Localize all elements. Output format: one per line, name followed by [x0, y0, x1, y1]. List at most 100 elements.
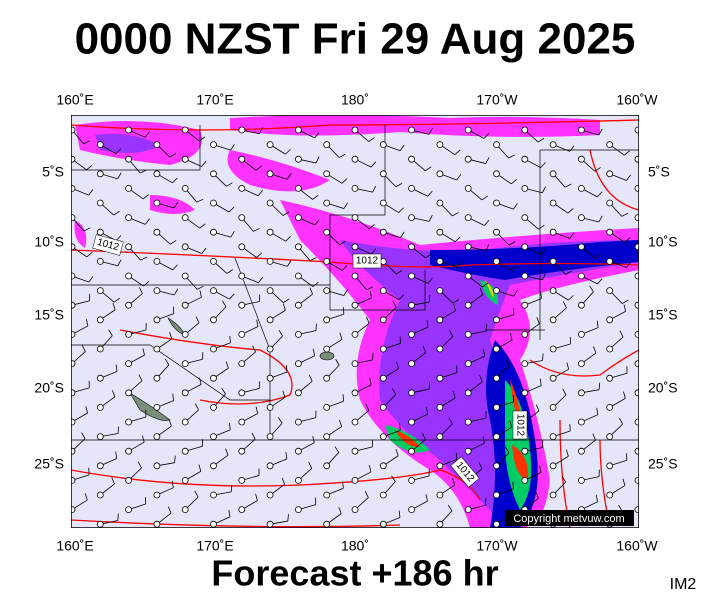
barb-feather	[396, 269, 403, 275]
copyright: Copyright metvuw.com	[513, 513, 624, 525]
wind-barb	[634, 360, 639, 367]
wind-barb	[266, 390, 286, 411]
barb-station	[294, 506, 302, 514]
wind-barb	[96, 257, 122, 267]
barb-station	[125, 506, 133, 514]
wind-barb	[521, 353, 544, 368]
barb-feather	[142, 348, 145, 356]
barb-feather	[143, 281, 150, 287]
barb-station	[436, 141, 444, 149]
barb-station	[493, 374, 500, 382]
wind-barb	[549, 424, 571, 441]
barb-feather	[540, 162, 546, 168]
barb-station	[294, 447, 302, 455]
barb-staff	[637, 217, 639, 219]
wind-barb	[238, 319, 259, 338]
wind-barb	[436, 287, 460, 304]
barb-station	[578, 360, 585, 368]
wind-barb	[71, 380, 90, 397]
wind-barb	[238, 126, 263, 135]
wind-barb	[408, 407, 429, 426]
barb-feather	[505, 446, 510, 454]
barb-station	[351, 447, 359, 455]
barb-feather	[111, 390, 116, 397]
barb-feather	[654, 221, 659, 226]
barb-feather	[88, 189, 94, 196]
barb-station	[379, 170, 387, 178]
wind-barb	[125, 497, 147, 514]
barb-station	[323, 520, 331, 528]
wind-barb	[351, 214, 376, 230]
wind-barb	[153, 287, 179, 296]
wind-barb	[549, 362, 570, 382]
wind-barb	[549, 199, 574, 214]
barb-station	[549, 316, 557, 324]
barb-feather	[253, 228, 260, 232]
barb-feather	[256, 252, 263, 258]
barb-station	[549, 287, 557, 295]
wind-barb	[351, 439, 373, 455]
barb-station	[351, 272, 359, 280]
barb-station	[125, 243, 133, 251]
wind-barb	[238, 406, 259, 426]
barb-station	[464, 418, 472, 426]
barb-station	[71, 477, 76, 484]
barb-station	[125, 418, 133, 426]
wind-barb	[351, 377, 372, 397]
barb-station	[96, 287, 104, 295]
barb-station	[266, 287, 274, 295]
barb-station	[549, 462, 557, 470]
barb-station	[238, 447, 246, 455]
barb-feather	[482, 282, 489, 288]
barb-feather	[286, 173, 292, 180]
right-lat-label: 10˚S	[648, 234, 678, 250]
wind-barb	[493, 446, 510, 470]
barb-station	[238, 476, 246, 484]
barb-station	[351, 360, 359, 368]
wind-barb	[125, 374, 143, 397]
wind-barb	[294, 461, 313, 484]
barb-station	[578, 243, 585, 251]
barb-feather	[428, 128, 433, 135]
barb-feather	[482, 436, 485, 444]
wind-barb	[379, 228, 405, 239]
barb-feather	[173, 201, 179, 209]
barb-feather	[225, 448, 229, 456]
wind-barb	[294, 374, 313, 397]
barb-station	[181, 418, 189, 426]
barb-feather	[567, 208, 574, 214]
barb-feather	[287, 260, 292, 267]
barb-feather	[564, 183, 572, 188]
barb-station	[436, 345, 444, 353]
barb-feather	[624, 150, 630, 156]
wind-barb	[153, 506, 172, 528]
barb-feather	[195, 403, 199, 411]
barb-station	[379, 491, 387, 499]
barb-station	[578, 155, 585, 163]
barb-staff	[637, 275, 639, 278]
barb-station	[71, 243, 76, 251]
barb-feather	[282, 211, 290, 216]
wind-barb	[71, 319, 89, 338]
wind-barb	[323, 257, 348, 271]
left-lat-label: 5˚S	[42, 164, 64, 180]
barb-station	[210, 228, 217, 236]
barb-station	[634, 418, 639, 426]
barb-staff	[637, 421, 639, 423]
barb-feather	[561, 475, 566, 483]
barb-station	[323, 491, 331, 499]
wind-barb	[606, 478, 626, 499]
barb-feather	[342, 481, 344, 489]
barb-feather	[258, 276, 264, 283]
barb-feather	[422, 433, 426, 440]
barb-feather	[505, 359, 510, 366]
wind-barb	[379, 170, 403, 188]
barb-station	[71, 301, 76, 309]
map-area	[71, 115, 659, 528]
wind-barb	[351, 272, 374, 291]
barb-feather	[618, 417, 623, 425]
barb-station	[181, 447, 189, 455]
barb-feather	[565, 270, 572, 275]
wind-barb	[408, 272, 433, 284]
